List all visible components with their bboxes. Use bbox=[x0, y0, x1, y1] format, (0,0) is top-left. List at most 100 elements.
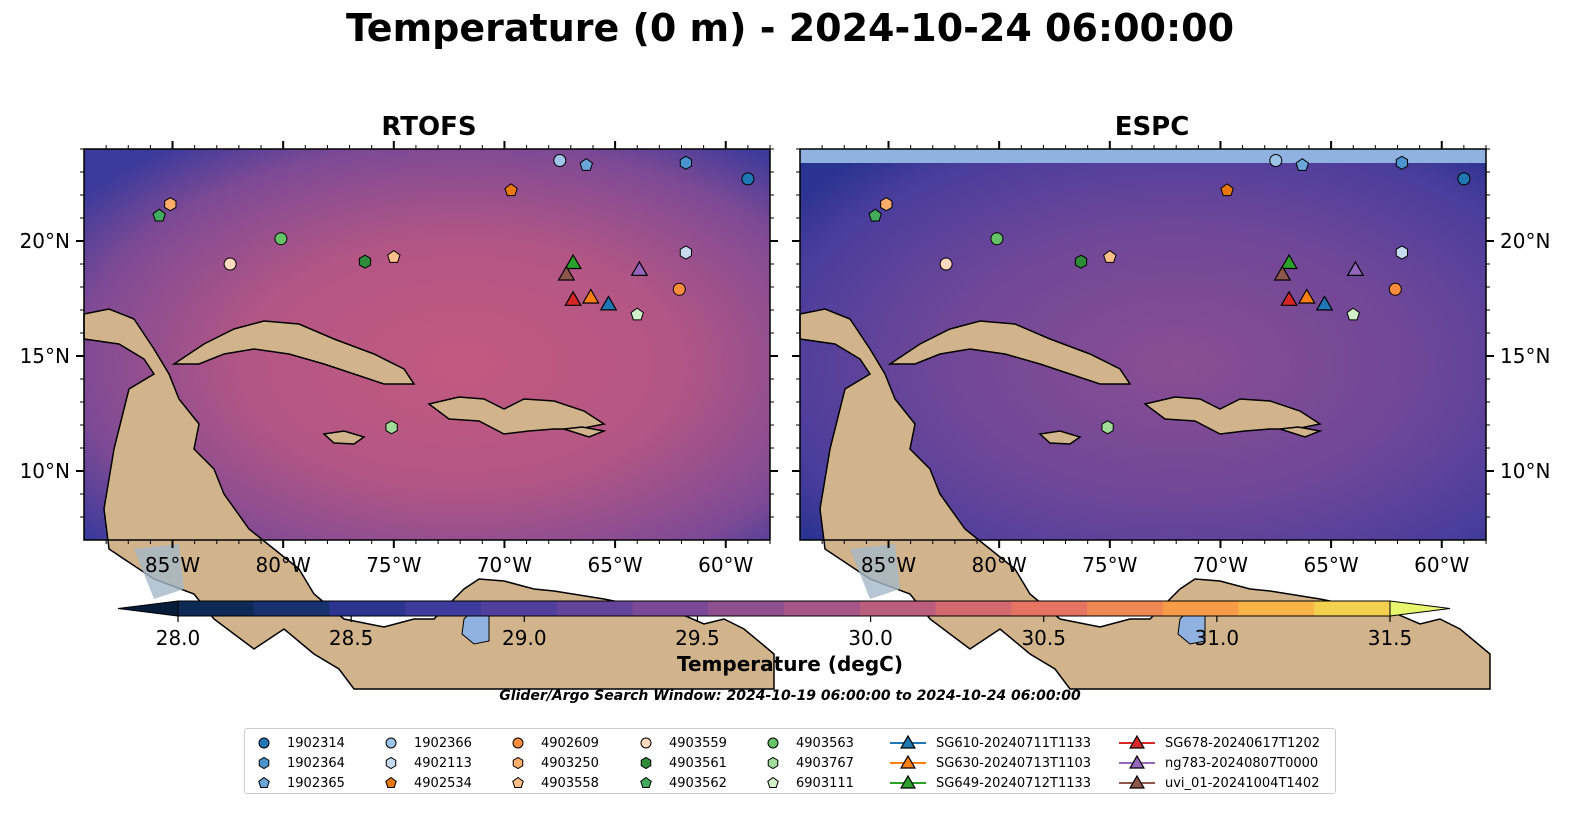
legend-swatch-1902364 bbox=[258, 756, 270, 770]
legend-label: 4903767 bbox=[796, 755, 854, 771]
float-marker-4903767 bbox=[385, 420, 398, 435]
y-tick-label: 15°N bbox=[20, 344, 70, 368]
float-marker-1902366 bbox=[1269, 154, 1283, 167]
glider-marker-uvi_01-20241004T1402 bbox=[1273, 265, 1292, 281]
legend-entry: 6903111 bbox=[762, 773, 854, 793]
colorbar-segment bbox=[1011, 601, 1088, 616]
legend-swatch-ng783-20240807T0000 bbox=[1119, 754, 1155, 769]
colorbar-segment bbox=[859, 601, 936, 616]
colorbar-label: Temperature (degC) bbox=[677, 652, 903, 676]
legend-column: 1902314 1902364 1902365 bbox=[253, 733, 345, 793]
x-tick-label: 75°W bbox=[366, 553, 421, 577]
colorbar-segment bbox=[178, 601, 255, 616]
colorbar-tick-label: 28.5 bbox=[329, 626, 374, 650]
legend-entry: uvi_01-20241004T1402 bbox=[1117, 773, 1320, 793]
legend-marker bbox=[1129, 774, 1145, 789]
float-marker-1902365 bbox=[1295, 157, 1310, 171]
legend-column: 4902609 4903250 4903558 bbox=[507, 733, 599, 793]
y-tick-label: 20°N bbox=[20, 229, 70, 253]
colorbar-segment bbox=[1238, 601, 1315, 616]
legend-label: 4903562 bbox=[669, 775, 727, 791]
float-marker-4903558 bbox=[1103, 249, 1117, 263]
glider-marker-SG649-20240712T1133 bbox=[1280, 253, 1298, 270]
colorbar-frame bbox=[177, 600, 1391, 617]
colorbar-tick-label: 29.5 bbox=[675, 626, 720, 650]
legend-entry: 4903562 bbox=[635, 773, 727, 793]
panel-title-rtofs: RTOFS bbox=[381, 112, 477, 142]
legend-marker bbox=[512, 737, 524, 749]
map-frame-rtofs bbox=[83, 148, 771, 541]
legend-entry: 4903561 bbox=[635, 753, 727, 773]
colorbar-tick-label: 28.0 bbox=[156, 626, 201, 650]
colorbar-under-extend bbox=[117, 600, 179, 617]
float-marker-4903562 bbox=[152, 208, 166, 222]
float-marker-1902366 bbox=[553, 154, 567, 167]
glider-marker-ng783-20240807T0000 bbox=[630, 260, 649, 277]
colorbar-segment bbox=[784, 601, 861, 616]
colorbar-tick-label: 30.0 bbox=[848, 626, 893, 650]
legend-swatch-SG630-20240713T1103 bbox=[890, 754, 926, 769]
legend-label: 4903561 bbox=[669, 755, 727, 771]
colorbar-segment bbox=[329, 601, 406, 616]
y-tick-label: 10°N bbox=[20, 459, 70, 483]
colorbar-segment bbox=[935, 601, 1012, 616]
legend-entry: 1902366 bbox=[380, 733, 472, 753]
map-ticks-espc: 85°W 80°W 75°W 70°W 65°W 60°W 20°N 15°N 10°N bbox=[792, 141, 1550, 577]
float-marker-4903561 bbox=[1074, 254, 1088, 269]
float-marker-4903563 bbox=[274, 232, 288, 246]
legend-entry: 4903767 bbox=[762, 753, 854, 773]
legend-swatch-4903767 bbox=[767, 756, 779, 770]
legend-column: 4903559 4903561 4903562 bbox=[635, 733, 727, 793]
x-tick-label: 75°W bbox=[1082, 553, 1137, 577]
legend-marker bbox=[258, 776, 270, 788]
legend-swatch-4903558 bbox=[512, 776, 524, 788]
map-frame-espc bbox=[799, 148, 1487, 541]
colorbar-segment bbox=[405, 601, 482, 616]
float-marker-4902113 bbox=[1395, 245, 1409, 260]
legend-marker bbox=[258, 737, 270, 749]
legend-swatch-1902314 bbox=[258, 737, 270, 749]
figure-title: Temperature (0 m) - 2024-10-24 06:00:00 bbox=[345, 6, 1235, 50]
float-marker-4903559 bbox=[223, 257, 237, 271]
float-marker-4903559 bbox=[939, 257, 953, 271]
marker-layer-espc bbox=[868, 154, 1471, 435]
colorbar-segment bbox=[1087, 601, 1164, 616]
marker-layer-rtofs bbox=[152, 154, 755, 435]
glider-marker-ng783-20240807T0000 bbox=[1346, 260, 1365, 277]
x-tick-label: 65°W bbox=[587, 553, 642, 577]
map-panel-espc: 85°W 80°W 75°W 70°W 65°W 60°W 20°N 15°N 10°N bbox=[792, 141, 1550, 690]
colorbar-segment bbox=[708, 601, 785, 616]
float-marker-1902364 bbox=[1395, 155, 1409, 170]
legend-entry: 4903563 bbox=[762, 733, 854, 753]
legend-column: SG610-20240711T1133 SG630-20240713T1103 SG… bbox=[888, 733, 1091, 793]
float-marker-4903250 bbox=[880, 197, 893, 212]
float-marker-4902534 bbox=[1220, 183, 1234, 197]
search-window-text: Glider/Argo Search Window: 2024-10-19 06… bbox=[499, 688, 1081, 704]
x-tick-label: 80°W bbox=[256, 553, 311, 577]
float-marker-1902365 bbox=[579, 157, 594, 171]
glider-marker-SG678-20240617T1202 bbox=[1280, 290, 1298, 306]
colorbar-over-extend bbox=[1389, 600, 1451, 617]
float-marker-4902534 bbox=[504, 183, 518, 197]
legend-label: SG610-20240711T1133 bbox=[936, 735, 1092, 751]
glider-marker-SG610-20240711T1133 bbox=[1315, 295, 1334, 311]
colorbar-segment bbox=[632, 601, 709, 616]
legend-entry: ng783-20240807T0000 bbox=[1117, 753, 1320, 773]
legend-marker bbox=[900, 734, 916, 749]
legend-entry: 1902314 bbox=[253, 733, 345, 753]
legend-label: 4903559 bbox=[669, 735, 727, 751]
legend-label: 4903558 bbox=[541, 775, 599, 791]
legend-entry: 4903558 bbox=[507, 773, 599, 793]
legend-swatch-4902113 bbox=[385, 756, 397, 770]
legend-column: SG678-20240617T1202 ng783-20240807T0000 uv… bbox=[1117, 733, 1320, 793]
glider-marker-SG678-20240617T1202 bbox=[564, 290, 582, 306]
legend-label: 4902609 bbox=[541, 735, 599, 751]
legend-label: 1902314 bbox=[287, 735, 345, 751]
legend-marker bbox=[1129, 734, 1145, 749]
legend-swatch-1902366 bbox=[385, 737, 397, 749]
legend-label: SG678-20240617T1202 bbox=[1165, 735, 1321, 751]
legend-entry: 4902534 bbox=[380, 773, 472, 793]
colorbar-segment bbox=[1314, 601, 1391, 616]
legend-entry: 4902113 bbox=[380, 753, 472, 773]
